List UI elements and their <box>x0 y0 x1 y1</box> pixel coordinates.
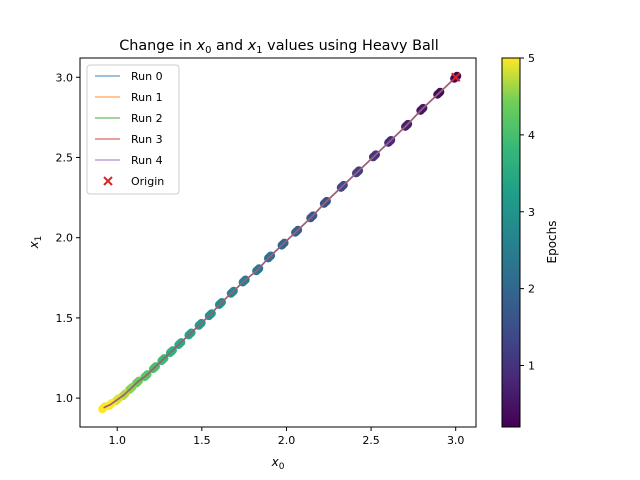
x-tick-label: 2.5 <box>362 434 380 447</box>
y-tick-label: 3.0 <box>56 71 74 84</box>
legend-swatch-origin <box>103 176 113 186</box>
origin-point <box>450 72 461 82</box>
plot-frame <box>79 57 477 428</box>
legend-label: Run 1 <box>131 91 163 104</box>
trajectory-points <box>98 71 462 414</box>
x-tick-label: 1.0 <box>108 434 126 447</box>
colorbar-ticks: 1 2 3 4 5 <box>520 52 535 373</box>
y-axis-ticks: 1.0 1.5 2.0 2.5 3.0 <box>56 71 80 405</box>
colorbar-gradient <box>501 57 521 428</box>
legend-label: Run 0 <box>131 70 163 83</box>
colorbar-label: Epochs <box>545 221 559 264</box>
colorbar: 1 2 3 4 5 Epochs <box>501 52 559 428</box>
y-tick-label: 1.0 <box>56 392 74 405</box>
y-axis-label: x1 <box>27 236 44 250</box>
x-tick-label: 3.0 <box>447 434 465 447</box>
y-tick-label: 1.5 <box>56 312 74 325</box>
chart-title: Change in x0 and x1 values using Heavy B… <box>119 38 439 56</box>
colorbar-tick-label: 3 <box>528 206 535 219</box>
legend-label: Run 3 <box>131 133 163 146</box>
plot-area <box>79 57 477 428</box>
x-tick-label: 2.0 <box>278 434 296 447</box>
legend-items: Run 0 Run 1 Run 2 Run 3 Run 4 Origin <box>95 70 164 188</box>
colorbar-tick-label: 4 <box>528 129 535 142</box>
x-axis-ticks: 1.0 1.5 2.0 2.5 3.0 <box>108 427 464 447</box>
run-line-4 <box>103 76 457 409</box>
y-tick-label: 2.5 <box>56 151 74 164</box>
x-tick-label: 1.5 <box>193 434 211 447</box>
colorbar-tick-label: 1 <box>528 360 535 373</box>
origin-marker <box>450 72 461 82</box>
legend-label: Run 2 <box>131 112 163 125</box>
legend-label: Origin <box>131 175 164 188</box>
legend: Run 0 Run 1 Run 2 Run 3 Run 4 Origin <box>86 64 180 195</box>
y-tick-label: 2.0 <box>56 232 74 245</box>
legend-label: Run 4 <box>131 154 163 167</box>
colorbar-tick-label: 2 <box>528 283 535 296</box>
colorbar-tick-label: 5 <box>528 52 535 65</box>
x-axis-label: x0 <box>271 455 285 472</box>
